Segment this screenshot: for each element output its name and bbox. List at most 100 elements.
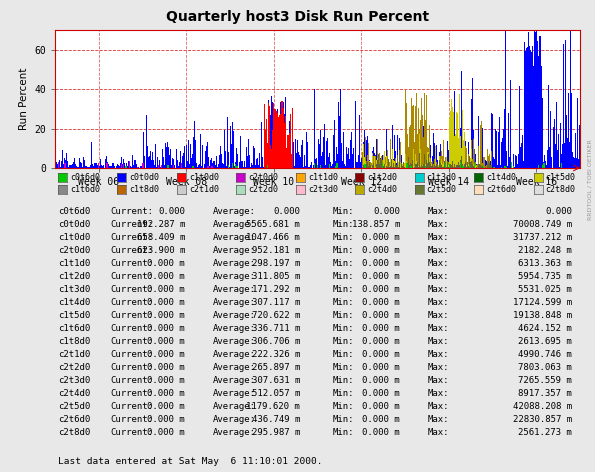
- Bar: [114, 166, 115, 168]
- Bar: [371, 163, 372, 168]
- Bar: [561, 154, 562, 168]
- Bar: [202, 161, 203, 168]
- Bar: [278, 109, 280, 168]
- Bar: [380, 160, 381, 168]
- Text: Current:: Current:: [110, 402, 153, 411]
- Text: 0.000 m: 0.000 m: [148, 376, 185, 385]
- Bar: [557, 134, 558, 168]
- Bar: [305, 166, 306, 168]
- Bar: [131, 167, 132, 168]
- Bar: [345, 166, 346, 168]
- Bar: [182, 156, 183, 168]
- Bar: [222, 163, 223, 168]
- Bar: [314, 89, 315, 168]
- Bar: [419, 130, 420, 168]
- Bar: [311, 162, 312, 168]
- Bar: [482, 166, 483, 168]
- Bar: [470, 159, 471, 168]
- Bar: [325, 165, 326, 168]
- Bar: [466, 149, 467, 168]
- Bar: [277, 109, 278, 168]
- Bar: [395, 151, 396, 168]
- Bar: [211, 166, 212, 168]
- Bar: [473, 130, 474, 168]
- Bar: [461, 156, 462, 168]
- Bar: [406, 164, 408, 168]
- Bar: [457, 95, 458, 168]
- Bar: [433, 167, 434, 168]
- Text: 5565.681 m: 5565.681 m: [246, 220, 300, 229]
- Text: c2t2d0: c2t2d0: [58, 363, 90, 372]
- Bar: [423, 167, 424, 168]
- Bar: [437, 164, 438, 168]
- Bar: [530, 50, 531, 168]
- Bar: [344, 156, 345, 168]
- Bar: [364, 166, 365, 168]
- Text: Current:: Current:: [110, 389, 153, 398]
- Bar: [372, 154, 373, 168]
- Text: Average:: Average:: [213, 337, 256, 346]
- Bar: [413, 122, 414, 168]
- Text: c1t1d0: c1t1d0: [308, 173, 338, 182]
- Bar: [437, 163, 438, 168]
- Bar: [351, 132, 352, 168]
- Text: Average:: Average:: [213, 259, 256, 268]
- Bar: [137, 167, 139, 168]
- Bar: [432, 163, 433, 168]
- Bar: [445, 164, 446, 168]
- Bar: [413, 167, 414, 168]
- Bar: [442, 163, 443, 168]
- Text: 0.000: 0.000: [158, 207, 185, 216]
- Bar: [154, 166, 155, 168]
- Text: c1t1d0: c1t1d0: [58, 259, 90, 268]
- Bar: [568, 145, 569, 168]
- Bar: [410, 125, 411, 168]
- Bar: [235, 164, 236, 168]
- Bar: [468, 143, 469, 168]
- Text: 298.197 m: 298.197 m: [252, 259, 300, 268]
- Text: c2t8d0: c2t8d0: [58, 428, 90, 437]
- Bar: [155, 144, 156, 168]
- Bar: [569, 142, 570, 168]
- Bar: [488, 159, 489, 168]
- Bar: [126, 166, 127, 168]
- Bar: [87, 165, 88, 168]
- Bar: [578, 159, 579, 168]
- Bar: [284, 118, 286, 168]
- Bar: [561, 163, 562, 168]
- Bar: [444, 162, 445, 168]
- Bar: [472, 153, 473, 168]
- Bar: [472, 112, 473, 168]
- Bar: [463, 154, 464, 168]
- Bar: [424, 159, 425, 168]
- Bar: [461, 148, 462, 168]
- Bar: [505, 30, 506, 168]
- Bar: [66, 166, 67, 168]
- Bar: [465, 162, 466, 168]
- Text: 0.000 m: 0.000 m: [148, 285, 185, 294]
- Bar: [483, 167, 484, 168]
- Bar: [371, 164, 372, 168]
- Bar: [481, 166, 482, 168]
- Bar: [436, 162, 437, 168]
- Bar: [455, 149, 456, 168]
- Bar: [480, 126, 481, 168]
- Bar: [400, 162, 401, 168]
- Bar: [411, 166, 412, 168]
- Bar: [142, 163, 144, 168]
- Bar: [473, 139, 474, 168]
- Bar: [261, 122, 262, 168]
- Bar: [185, 162, 186, 168]
- Bar: [406, 102, 407, 168]
- Bar: [384, 160, 385, 168]
- Bar: [431, 162, 432, 168]
- Bar: [379, 153, 380, 168]
- Bar: [379, 167, 380, 168]
- Bar: [268, 103, 269, 168]
- Text: Max:: Max:: [428, 233, 449, 242]
- Bar: [376, 164, 377, 168]
- Bar: [467, 162, 468, 168]
- Text: Current:: Current:: [110, 337, 153, 346]
- Bar: [393, 163, 394, 168]
- Bar: [442, 156, 443, 168]
